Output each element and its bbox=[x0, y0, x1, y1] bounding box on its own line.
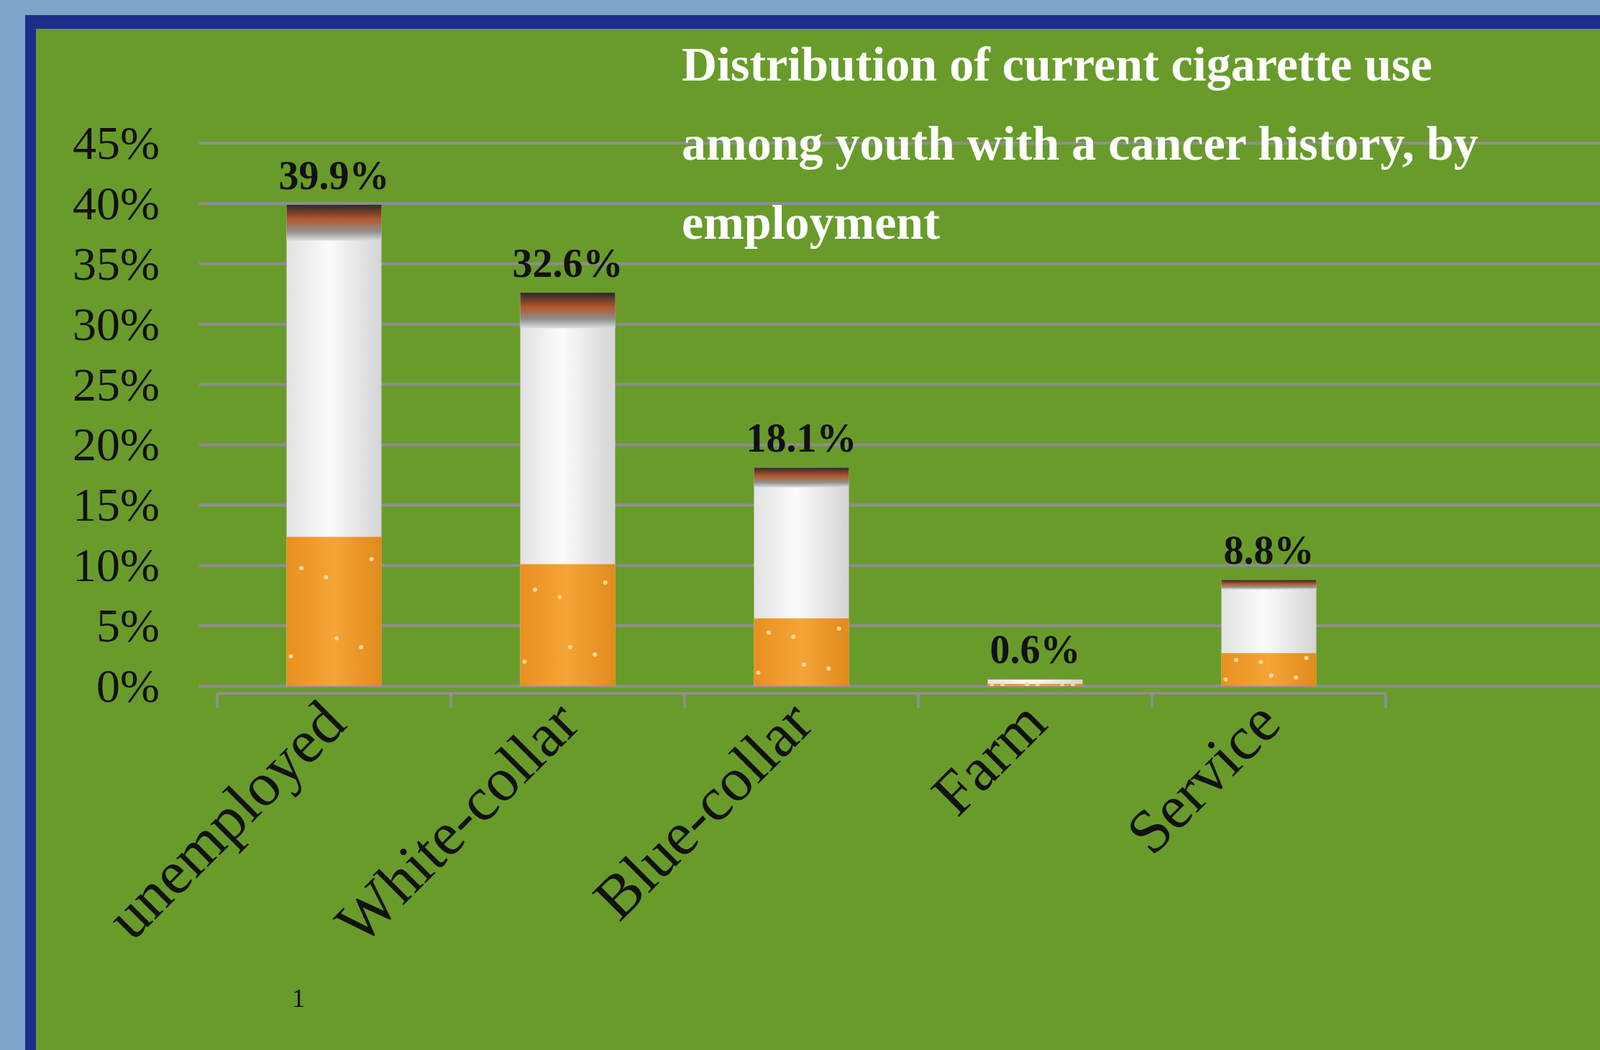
filter-speck bbox=[756, 670, 761, 675]
cigarette-ember bbox=[754, 467, 850, 487]
x-tick-label: unemployed bbox=[92, 687, 359, 953]
x-slot-tick bbox=[449, 693, 453, 708]
x-slot-tick bbox=[1150, 693, 1154, 708]
filter-speck bbox=[289, 653, 294, 658]
panel bbox=[35, 28, 1600, 1050]
data-label: 0.6% bbox=[990, 627, 1081, 672]
x-slot-tick bbox=[916, 693, 920, 708]
x-tick-label: Blue-collar bbox=[580, 687, 826, 933]
filter-speck bbox=[358, 645, 364, 650]
filter-speck bbox=[791, 634, 796, 639]
filter-speck bbox=[1293, 675, 1298, 680]
filter-speck bbox=[369, 557, 374, 562]
frame bbox=[25, 15, 1600, 1050]
cigarette-filter bbox=[754, 618, 850, 687]
data-label: 39.9% bbox=[279, 153, 390, 198]
cigarette-ember bbox=[988, 678, 1083, 680]
cigarette-filter bbox=[520, 563, 616, 687]
y-tick-label: 40% bbox=[72, 176, 160, 230]
grid-line bbox=[199, 442, 1600, 446]
data-label: 18.1% bbox=[746, 415, 858, 461]
filter-speck bbox=[1059, 683, 1065, 687]
filter-speck bbox=[603, 580, 608, 585]
cigarette-ember bbox=[520, 292, 616, 328]
y-tick-label: 0% bbox=[96, 659, 160, 712]
grid-line bbox=[199, 262, 1600, 266]
filter-speck bbox=[1223, 677, 1229, 682]
grid-line bbox=[199, 503, 1600, 507]
y-tick-label: 15% bbox=[72, 478, 160, 531]
data-label: 32.6% bbox=[512, 240, 624, 286]
filter-speck bbox=[837, 626, 842, 631]
grid-line bbox=[199, 383, 1600, 387]
x-slot-tick bbox=[683, 693, 687, 708]
x-slot-tick bbox=[1384, 693, 1388, 708]
chart: 0%5%10%15%20%25%30%35%40%45%39.9%32.6%18… bbox=[0, 0, 1600, 1050]
filter-speck bbox=[592, 652, 597, 657]
filter-speck bbox=[532, 587, 538, 592]
grid-line bbox=[199, 322, 1600, 326]
grid-line bbox=[199, 563, 1600, 567]
filter-speck bbox=[1304, 655, 1309, 661]
filter-speck bbox=[568, 645, 573, 650]
bars bbox=[286, 204, 1317, 687]
data-label: 8.8% bbox=[1223, 527, 1315, 573]
filter-speck bbox=[323, 575, 328, 580]
filter-speck bbox=[1269, 673, 1274, 678]
y-tick-label: 35% bbox=[72, 237, 160, 290]
title-line: among youth with a cancer history, by bbox=[681, 115, 1479, 171]
filter-speck bbox=[766, 630, 771, 635]
x-slot-tick bbox=[215, 693, 219, 708]
title-line: Distribution of current cigarette use bbox=[681, 36, 1433, 92]
filter-speck bbox=[826, 666, 831, 671]
filter-speck bbox=[1070, 681, 1076, 687]
grid-line bbox=[199, 624, 1600, 628]
filter-speck bbox=[557, 594, 562, 600]
y-tick-label: 45% bbox=[72, 116, 160, 169]
filter-speck bbox=[334, 636, 339, 641]
bar bbox=[520, 292, 616, 687]
cigarette-filter bbox=[1221, 652, 1317, 687]
x-tick-label: Service bbox=[1113, 687, 1293, 868]
title-line: employment bbox=[681, 194, 940, 250]
x-tick-label: Farm bbox=[918, 687, 1060, 829]
cigarette-ember bbox=[286, 204, 382, 241]
cigarette-filter bbox=[286, 536, 382, 687]
filter-speck bbox=[1233, 657, 1239, 663]
y-tick-label: 20% bbox=[72, 417, 160, 471]
x-axis bbox=[217, 691, 1386, 695]
filter-speck bbox=[990, 683, 995, 687]
bar bbox=[988, 678, 1083, 687]
x-tick-label: White-collar bbox=[322, 687, 592, 958]
grid-line bbox=[199, 684, 1600, 688]
filter-speck bbox=[801, 662, 807, 667]
filter-speck bbox=[1024, 682, 1030, 687]
y-tick-label: 30% bbox=[72, 297, 160, 351]
bar bbox=[754, 467, 850, 687]
cigarette-ember bbox=[1221, 579, 1317, 589]
title: Distribution of current cigarette use amo… bbox=[681, 36, 1479, 250]
filter-speck bbox=[1035, 683, 1040, 687]
bar bbox=[286, 204, 382, 687]
filter-speck bbox=[299, 565, 304, 571]
y-tick-label: 5% bbox=[96, 599, 160, 652]
filter-speck bbox=[1258, 660, 1263, 665]
bar bbox=[1221, 579, 1317, 687]
y-tick-label: 10% bbox=[72, 538, 160, 592]
footnote-mark: 1 bbox=[291, 983, 305, 1013]
filter-speck bbox=[1000, 682, 1005, 687]
y-tick-label: 25% bbox=[72, 358, 160, 411]
filter-speck bbox=[522, 659, 528, 664]
